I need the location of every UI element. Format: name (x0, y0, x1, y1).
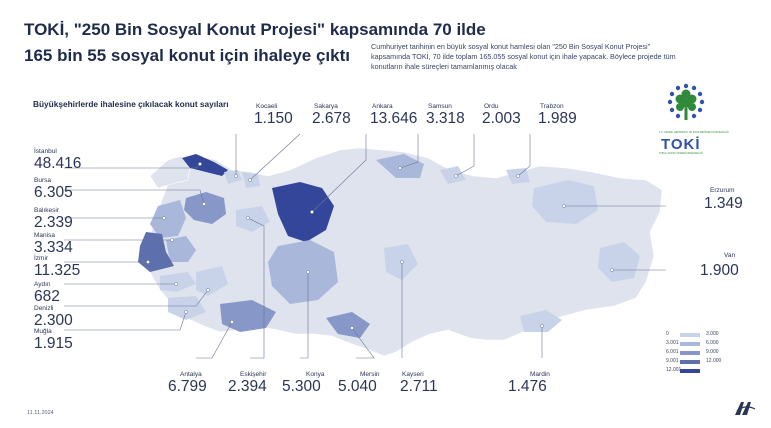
label-kocaeli-name: Kocaeli (256, 103, 277, 110)
region-bursa (184, 192, 226, 224)
label-balikesir-name: Balıkesir (34, 207, 60, 214)
label-manisa-value: 3.334 (34, 239, 73, 256)
legend-row: 12.001 (666, 367, 736, 376)
region-konya (268, 240, 338, 304)
label-erzurum-name: Erzurum (710, 187, 735, 194)
label-kayseri-value: 2.711 (400, 378, 438, 395)
headline-line-2: 165 bin 55 sosyal konut için ihaleye çık… (24, 46, 350, 65)
label-sakarya-value: 2.678 (312, 110, 351, 127)
label-mersin-value: 5.040 (338, 378, 377, 395)
label-istanbul-value: 48.416 (34, 155, 81, 172)
label-ordu-value: 2.003 (482, 110, 521, 127)
label-trabzon-value: 1.989 (538, 110, 577, 127)
label-kocaeli-value: 1.150 (254, 110, 293, 127)
region-ankara (272, 182, 334, 242)
region-kocaeli (224, 170, 242, 184)
label-istanbul-name: İstanbul (34, 146, 57, 155)
map-legend: 0 3.000 3.001 6.000 6.001 9.000 9.001 12… (666, 331, 736, 376)
legend-swatch (680, 342, 700, 346)
label-aydin-name: Aydın (34, 281, 51, 288)
region-mersin (326, 312, 370, 338)
legend-swatch (680, 351, 700, 355)
label-kayseri-name: Kayseri (402, 371, 424, 378)
intro-paragraph: Cumhuriyet tarihinin en büyük sosyal kon… (371, 42, 676, 71)
logo-wordmark: TOKİ (661, 136, 701, 153)
label-eskisehir-name: Eskişehir (240, 371, 267, 378)
label-konya-value: 5.300 (282, 378, 321, 395)
legend-low: 9.001 (666, 358, 679, 364)
region-balikesir (150, 200, 186, 238)
label-ordu-name: Ordu (484, 103, 499, 110)
region-manisa (166, 236, 196, 262)
label-van-value: 1.900 (700, 262, 739, 279)
label-balikesir-value: 2.339 (34, 214, 73, 231)
legend-high: 6.000 (706, 340, 719, 346)
tree-logo-icon (656, 80, 716, 160)
headline-line-1: TOKİ, "250 Bin Sosyal Konut Projesi" kap… (24, 20, 486, 39)
label-aydin-value: 682 (34, 288, 60, 305)
label-manisa-name: Manisa (34, 232, 55, 239)
legend-row: 6.001 9.000 (666, 349, 736, 358)
legend-low: 6.001 (666, 349, 679, 355)
legend-swatch (680, 369, 700, 373)
legend-low: 12.001 (666, 367, 682, 373)
label-eskisehir-value: 2.394 (228, 378, 267, 395)
label-izmir-name: İzmir (34, 253, 49, 262)
label-konya-name: Konya (306, 371, 325, 378)
label-samsun-name: Samsun (428, 103, 452, 110)
leader-lines (64, 133, 666, 359)
label-van-name: Van (724, 252, 735, 259)
publish-date: 11.11.2024 (27, 410, 54, 416)
label-antalya-value: 6.799 (168, 378, 207, 395)
legend-low: 0 (666, 331, 669, 337)
region-ordu (440, 166, 466, 184)
legend-swatch (680, 360, 700, 364)
map-subtitle: Büyükşehirlerde ihalesine çıkılacak konu… (33, 99, 229, 109)
leader-dots (146, 162, 614, 330)
label-antalya-name: Antalya (180, 371, 202, 378)
label-trabzon-name: Trabzon (540, 103, 564, 110)
region-antalya (220, 300, 276, 332)
label-sakarya-name: Sakarya (314, 103, 338, 110)
thrace-land (149, 155, 191, 189)
region-erzurum (532, 180, 598, 224)
legend-swatch (680, 333, 700, 337)
legend-high: 12.000 (706, 358, 722, 364)
label-mugla-name: Muğla (34, 328, 52, 335)
region-mardin (520, 310, 562, 332)
legend-row: 3.001 6.000 (666, 340, 736, 349)
label-bursa-value: 6.305 (34, 184, 73, 201)
region-aydin (160, 272, 196, 292)
logo-ministry-text: T.C. ÇEVRE, ŞEHİRCİLİK VE İKLİM DEĞİŞİKL… (659, 131, 729, 134)
region-samsun (376, 154, 424, 178)
region-eskisehir (236, 206, 270, 232)
legend-low: 3.001 (666, 340, 679, 346)
region-istanbul (182, 154, 228, 176)
region-van (598, 242, 640, 282)
label-ankara-value: 13.646 (370, 110, 417, 127)
label-ankara-name: Ankara (372, 103, 393, 110)
label-mugla-value: 1.915 (34, 335, 73, 352)
label-denizli-name: Denizli (34, 305, 54, 312)
aa-logo-icon (733, 400, 757, 416)
label-bursa-name: Bursa (34, 177, 51, 184)
label-denizli-value: 2.300 (34, 312, 73, 329)
label-mardin-name: Mardin (530, 371, 550, 378)
label-samsun-value: 3.318 (426, 110, 465, 127)
legend-high: 9.000 (706, 349, 719, 355)
region-mugla (168, 296, 206, 320)
region-denizli (196, 266, 228, 296)
label-erzurum-value: 1.349 (704, 195, 743, 212)
logo-agency-text: TOPLU KONUT İDARESİ BAŞKANLIĞI (659, 152, 703, 155)
legend-row: 9.001 12.000 (666, 358, 736, 367)
label-mardin-value: 1.476 (508, 378, 547, 395)
label-mersin-name: Mersin (360, 371, 380, 378)
legend-row: 0 3.000 (666, 331, 736, 340)
legend-high: 3.000 (706, 331, 719, 337)
label-izmir-value: 11.325 (34, 262, 80, 279)
